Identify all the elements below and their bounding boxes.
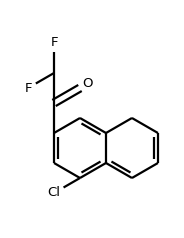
Text: Cl: Cl xyxy=(47,187,61,199)
Text: F: F xyxy=(50,36,58,50)
Text: F: F xyxy=(24,81,32,94)
Text: O: O xyxy=(83,77,93,90)
